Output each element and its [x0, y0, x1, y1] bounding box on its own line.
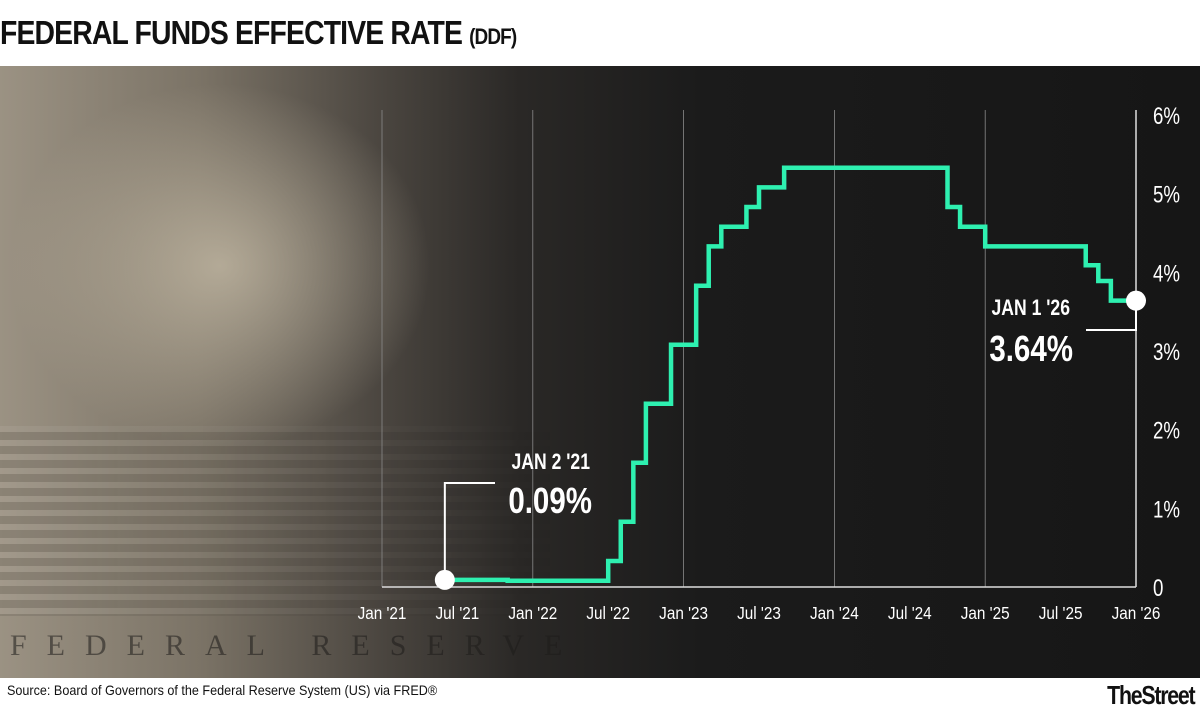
- annotation-value: 3.64%: [989, 328, 1073, 368]
- y-tick-label: 2%: [1153, 417, 1180, 444]
- building-frieze: [0, 426, 560, 616]
- x-tick-label: Jan '23: [659, 603, 708, 623]
- x-tick-label: Jul '25: [1039, 603, 1083, 623]
- y-tick-label: 3%: [1153, 339, 1180, 366]
- x-tick-label: Jan '24: [810, 603, 859, 623]
- annotation-leader: [443, 482, 495, 580]
- annotation-date: JAN 1 '26: [992, 296, 1070, 320]
- start-point-marker: [434, 569, 455, 590]
- x-tick-label: Jan '21: [358, 603, 407, 623]
- chart-title: FEDERAL FUNDS EFFECTIVE RATE (DDF): [0, 14, 517, 51]
- x-tick-label: Jul '23: [737, 603, 781, 623]
- y-tick-label: 0: [1153, 575, 1163, 602]
- rate-line: [444, 165, 1136, 583]
- annotation-date: JAN 2 '21: [512, 450, 590, 474]
- y-tick-label: 5%: [1153, 181, 1180, 208]
- x-tick-label: Jul '21: [436, 603, 480, 623]
- y-tick-label: 6%: [1153, 103, 1180, 130]
- engraving: FEDERAL RESERVE: [10, 629, 583, 662]
- thestreet-logo: TheStreet: [1106, 680, 1196, 710]
- source-note: Source: Board of Governors of the Federa…: [7, 682, 438, 698]
- y-tick-label: 4%: [1153, 260, 1180, 287]
- chart-background: FEDERAL RESERVE: [0, 66, 1200, 678]
- x-tick-label: Jan '26: [1112, 603, 1161, 623]
- end-point-marker: [1126, 290, 1146, 311]
- x-tick-label: Jan '25: [961, 603, 1010, 623]
- x-tick-label: Jul '22: [586, 603, 630, 623]
- x-tick-label: Jul '24: [888, 603, 932, 623]
- annotation-value: 0.09%: [508, 480, 592, 520]
- y-tick-label: 1%: [1153, 496, 1180, 523]
- chart-subtitle: (DDF): [469, 24, 517, 49]
- x-tick-label: Jan '22: [508, 603, 557, 623]
